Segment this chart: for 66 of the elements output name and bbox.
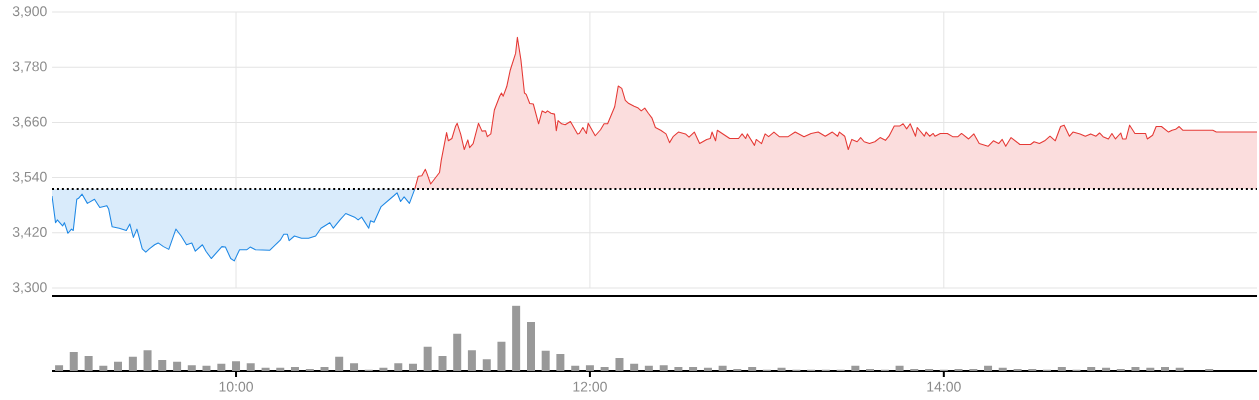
bar <box>438 356 447 371</box>
bar <box>703 367 712 371</box>
bar <box>895 365 904 371</box>
bar <box>187 365 196 371</box>
bar <box>600 367 609 371</box>
x-tick-label: 14:00 <box>927 381 961 392</box>
bar <box>55 365 64 371</box>
bar <box>246 363 255 371</box>
bar <box>851 365 860 371</box>
y-tick-label: 3,420 <box>12 227 47 239</box>
bar <box>659 365 668 371</box>
bar <box>527 322 535 371</box>
bar <box>84 356 93 371</box>
bar <box>1146 367 1155 371</box>
bar <box>984 365 993 371</box>
bar <box>1131 367 1140 371</box>
bar <box>512 305 521 371</box>
bar <box>998 367 1007 371</box>
bar <box>571 365 580 371</box>
bar <box>173 361 182 371</box>
bar <box>541 350 550 371</box>
bar <box>128 356 137 371</box>
bar <box>408 363 417 371</box>
bar <box>497 341 506 371</box>
bar <box>1175 367 1184 371</box>
bar <box>379 367 388 371</box>
bar <box>114 361 123 371</box>
bar <box>276 367 285 371</box>
bar <box>99 365 108 371</box>
y-tick-label: 3,780 <box>12 61 47 73</box>
y-tick-label: 3,900 <box>12 6 47 18</box>
bar <box>718 365 727 371</box>
bar <box>202 365 211 371</box>
bar <box>423 346 432 371</box>
bar <box>453 333 462 371</box>
bar <box>777 367 786 371</box>
bar <box>556 354 565 371</box>
bar <box>467 350 476 371</box>
bar <box>748 367 757 371</box>
bar <box>232 361 241 371</box>
bar <box>482 359 491 371</box>
bar <box>143 350 152 371</box>
bar <box>158 359 167 371</box>
bar <box>615 357 624 371</box>
bar <box>644 365 653 371</box>
bar <box>689 367 698 371</box>
bar <box>335 356 344 371</box>
y-tick-label: 3,300 <box>12 282 47 294</box>
bar <box>1057 367 1066 371</box>
bar <box>674 367 683 371</box>
bar <box>320 367 329 371</box>
bar <box>69 352 78 371</box>
bar <box>1102 367 1111 371</box>
x-tick-label: 10:00 <box>219 381 253 392</box>
y-tick-label: 3,660 <box>12 116 47 129</box>
bar <box>350 363 359 371</box>
x-tick-label: 12:00 <box>573 381 607 392</box>
bar <box>394 363 403 371</box>
bar <box>630 363 639 371</box>
bar <box>1087 367 1096 371</box>
bar <box>1161 367 1169 371</box>
bar <box>585 365 594 371</box>
bar <box>217 363 226 371</box>
bar <box>290 367 299 371</box>
y-tick-label: 3,540 <box>12 171 47 184</box>
bar <box>261 367 270 371</box>
